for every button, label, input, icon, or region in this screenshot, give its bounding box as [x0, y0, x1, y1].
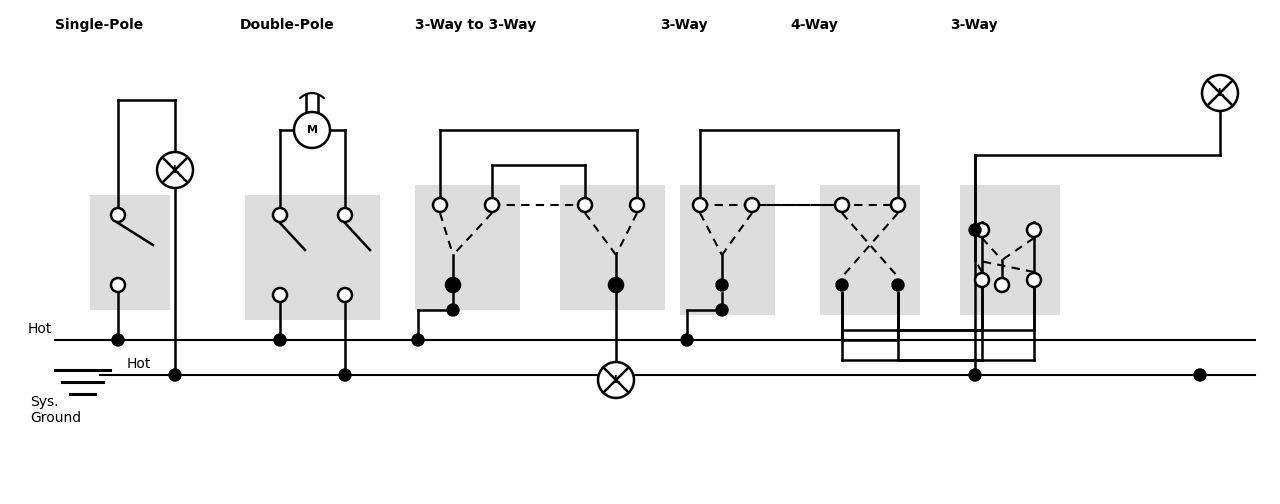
- Circle shape: [1194, 369, 1206, 381]
- Circle shape: [995, 278, 1009, 292]
- Circle shape: [716, 279, 728, 291]
- Text: 3-Way: 3-Way: [950, 18, 997, 32]
- Circle shape: [447, 279, 460, 291]
- Circle shape: [1027, 223, 1041, 237]
- Bar: [820, 185, 920, 315]
- Text: L: L: [172, 165, 178, 175]
- Circle shape: [630, 198, 644, 212]
- Circle shape: [111, 278, 125, 292]
- Circle shape: [975, 223, 989, 237]
- Circle shape: [445, 278, 460, 292]
- Circle shape: [273, 208, 287, 222]
- Circle shape: [339, 369, 351, 381]
- Bar: [960, 185, 1060, 315]
- Text: Sys.
Ground: Sys. Ground: [29, 395, 81, 425]
- Bar: [415, 185, 520, 310]
- Circle shape: [611, 369, 622, 381]
- Circle shape: [1027, 273, 1041, 287]
- Circle shape: [716, 304, 728, 316]
- Bar: [561, 185, 666, 310]
- Circle shape: [611, 369, 622, 381]
- Text: Hot: Hot: [127, 357, 151, 371]
- Circle shape: [836, 279, 849, 291]
- Circle shape: [169, 369, 180, 381]
- Circle shape: [692, 198, 707, 212]
- Bar: [680, 185, 774, 315]
- Text: M: M: [306, 125, 317, 135]
- Text: 3-Way: 3-Way: [660, 18, 708, 32]
- Circle shape: [969, 369, 980, 381]
- Text: L: L: [613, 375, 620, 385]
- Circle shape: [338, 288, 352, 302]
- Circle shape: [157, 152, 193, 188]
- Bar: [244, 195, 380, 320]
- Text: L: L: [1217, 88, 1224, 98]
- Text: Double-Pole: Double-Pole: [241, 18, 335, 32]
- Circle shape: [609, 278, 623, 292]
- Circle shape: [433, 198, 447, 212]
- Circle shape: [447, 304, 460, 316]
- Text: 3-Way to 3-Way: 3-Way to 3-Way: [415, 18, 536, 32]
- Circle shape: [891, 198, 905, 212]
- Circle shape: [975, 273, 989, 287]
- Circle shape: [835, 198, 849, 212]
- Circle shape: [611, 279, 622, 291]
- Circle shape: [111, 208, 125, 222]
- Circle shape: [745, 198, 759, 212]
- Bar: [90, 195, 170, 310]
- Circle shape: [579, 198, 591, 212]
- Circle shape: [485, 198, 499, 212]
- Circle shape: [412, 334, 424, 346]
- Circle shape: [294, 112, 330, 148]
- Circle shape: [274, 334, 285, 346]
- Circle shape: [273, 288, 287, 302]
- Text: Single-Pole: Single-Pole: [55, 18, 143, 32]
- Text: 4-Way: 4-Way: [790, 18, 837, 32]
- Circle shape: [113, 334, 124, 346]
- Circle shape: [1202, 75, 1238, 111]
- Circle shape: [338, 208, 352, 222]
- Circle shape: [681, 334, 692, 346]
- Text: Hot: Hot: [28, 322, 52, 336]
- Circle shape: [598, 362, 634, 398]
- Circle shape: [892, 279, 904, 291]
- Circle shape: [969, 224, 980, 236]
